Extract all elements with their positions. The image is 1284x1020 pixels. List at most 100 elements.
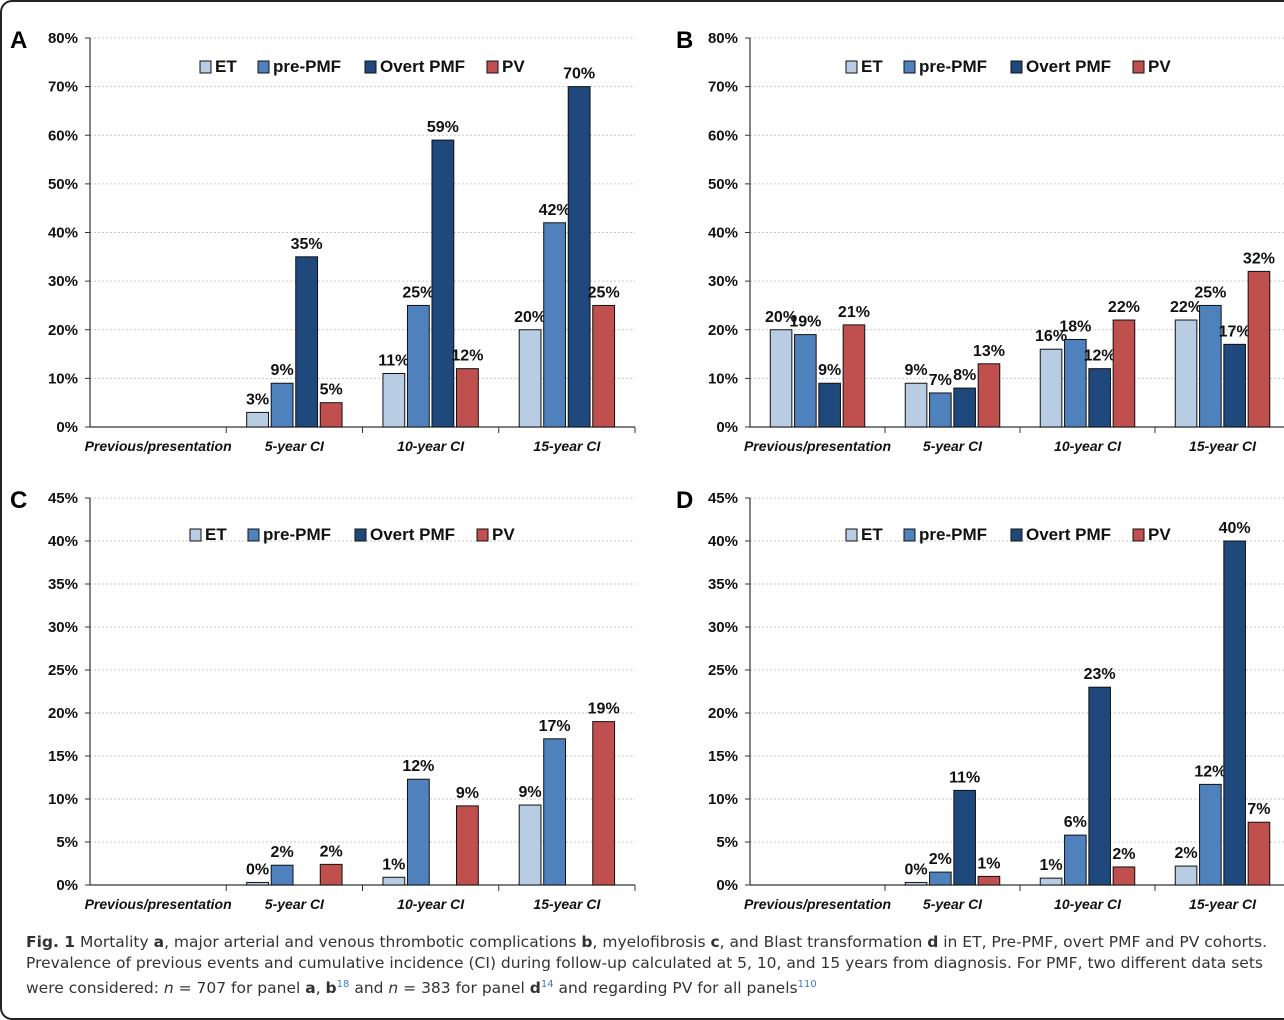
data-label: 2%: [271, 844, 294, 861]
x-tick-label: 15-year CI: [533, 438, 601, 454]
y-tick-label: 45%: [708, 490, 738, 507]
caption-text: and regarding PV for all panels: [553, 979, 798, 998]
bar: [1223, 343, 1246, 428]
data-label: 19%: [789, 314, 821, 331]
x-tick-label: Previous/presentation: [744, 896, 891, 912]
data-label: 9%: [904, 362, 927, 379]
y-tick-label: 70%: [708, 79, 738, 96]
caption-bold-letter: b: [581, 933, 593, 951]
caption-bold-letter: d: [927, 933, 939, 951]
figure-caption: Fig. 1 Mortality a, major arterial and v…: [26, 932, 1274, 999]
caption-fig-label: Fig. 1: [26, 933, 76, 951]
y-tick-label: 45%: [48, 490, 78, 507]
y-tick-label: 20%: [708, 322, 738, 339]
bar: [953, 387, 976, 428]
data-label: 11%: [378, 353, 409, 370]
bar: [953, 789, 976, 886]
bar: [270, 864, 294, 886]
x-tick-label: 5-year CI: [265, 896, 325, 912]
bar: [769, 329, 793, 428]
x-tick-label: Previous/presentation: [85, 438, 232, 454]
legend-label: ET: [861, 525, 883, 544]
bar: [592, 304, 616, 428]
y-tick-label: 30%: [48, 273, 78, 290]
y-tick-label: 0%: [56, 877, 78, 894]
data-label: 12%: [402, 758, 434, 775]
y-tick-label: 10%: [48, 370, 78, 387]
data-label: 7%: [1247, 801, 1270, 818]
legend-swatch: [845, 528, 858, 542]
bar: [904, 382, 928, 428]
data-label: 9%: [519, 784, 542, 801]
data-label: 17%: [1219, 323, 1251, 340]
legend-swatch: [189, 528, 202, 542]
data-label: 7%: [929, 372, 952, 389]
data-label: 17%: [539, 718, 571, 735]
x-tick-label: 10-year CI: [397, 896, 465, 912]
panel-letter: B: [676, 27, 693, 54]
y-tick-label: 60%: [48, 127, 78, 144]
bar: [1112, 319, 1136, 428]
y-tick-label: 35%: [708, 576, 738, 593]
bar: [592, 721, 616, 886]
panel-a-chart: A 0% 10% 20% 30% 40% 50% 60% 70% 80% Previous/pres…: [10, 27, 636, 454]
reference-link-110[interactable]: 110: [797, 979, 817, 990]
x-tick-label: 5-year CI: [923, 896, 983, 912]
bar: [295, 256, 319, 428]
bar: [456, 805, 479, 886]
bar: [818, 382, 841, 428]
bar: [1064, 338, 1087, 428]
data-label: 35%: [291, 236, 323, 253]
caption-bold-letter: c: [710, 933, 720, 951]
legend-swatch: [1132, 528, 1145, 542]
legend-label: PV: [1148, 525, 1171, 544]
data-label: 1%: [382, 856, 405, 873]
legend-swatch: [845, 60, 858, 74]
legend-swatch: [1010, 60, 1023, 74]
legend-label: Overt PMF: [1026, 57, 1111, 76]
y-tick-label: 50%: [708, 176, 738, 193]
legend-swatch: [1010, 528, 1023, 542]
legend-label: PV: [502, 57, 525, 76]
legend-swatch: [199, 60, 212, 74]
x-tick-label: 10-year CI: [397, 438, 465, 454]
data-label: 32%: [1243, 250, 1275, 267]
caption-text: = 383 for panel: [398, 979, 530, 998]
data-label: 12%: [1084, 348, 1116, 365]
bar: [543, 222, 567, 428]
y-tick-label: 80%: [48, 30, 78, 47]
legend-label: pre-PMF: [263, 525, 331, 544]
caption-text: = 707 for panel: [173, 979, 306, 998]
bar: [842, 324, 866, 428]
data-label: 6%: [1064, 814, 1087, 831]
data-label: 21%: [838, 304, 870, 321]
bar: [977, 363, 1001, 428]
legend-swatch: [354, 528, 367, 542]
legend-label: pre-PMF: [919, 57, 987, 76]
panel-letter: C: [10, 487, 27, 514]
y-tick-label: 30%: [48, 619, 78, 636]
data-label: 2%: [320, 843, 343, 860]
bar: [977, 875, 1001, 886]
y-tick-label: 70%: [48, 79, 78, 96]
data-label: 22%: [1108, 299, 1140, 316]
reference-link-18[interactable]: 18: [336, 979, 350, 990]
data-label: 3%: [246, 391, 269, 408]
bar: [1112, 866, 1136, 886]
bar: [1039, 877, 1063, 886]
y-tick-label: 20%: [48, 322, 78, 339]
data-label: 5%: [320, 382, 343, 399]
data-label: 8%: [953, 367, 976, 384]
x-tick-label: Previous/presentation: [744, 438, 891, 454]
caption-text: , major arterial and venous thrombotic c…: [164, 933, 582, 951]
data-label: 70%: [563, 66, 595, 83]
data-label: 12%: [1194, 763, 1226, 780]
reference-link-14[interactable]: 14: [540, 979, 554, 990]
bar: [1088, 686, 1111, 886]
data-label: 20%: [765, 309, 797, 326]
bar: [1174, 865, 1198, 886]
caption-text: , and Blast transformation: [719, 933, 928, 951]
bar: [246, 881, 269, 886]
y-tick-label: 80%: [708, 30, 738, 47]
y-tick-label: 15%: [708, 748, 738, 765]
